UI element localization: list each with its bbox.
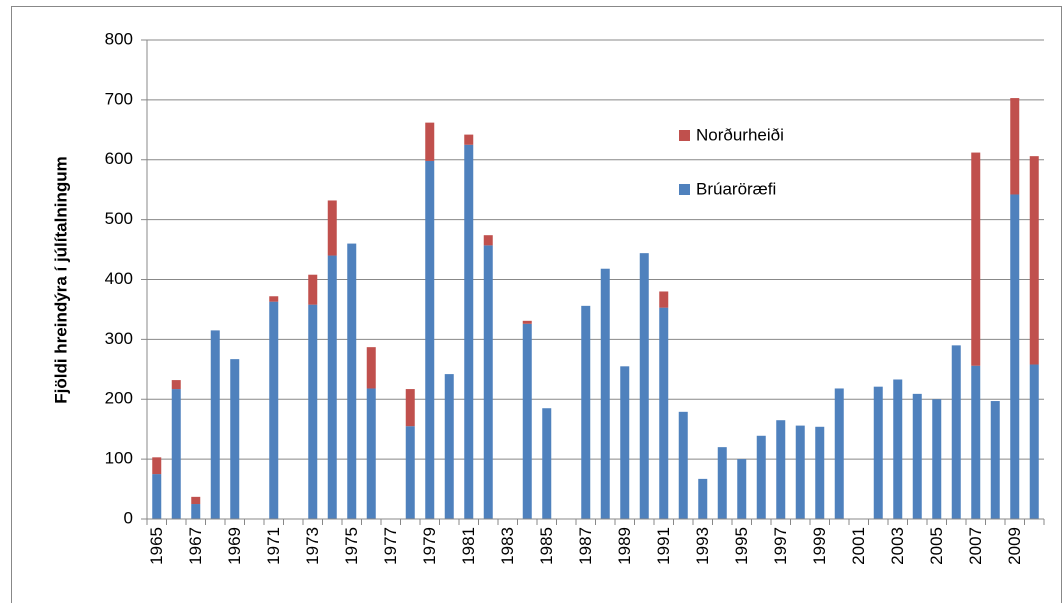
bar-segment: [269, 301, 279, 519]
x-tick-label: 1973: [303, 527, 322, 565]
bar-segment: [698, 478, 708, 519]
bar-segment: [542, 408, 552, 519]
bar-segment: [464, 134, 474, 145]
x-tick-label: 2009: [1005, 527, 1024, 565]
bar-segment: [932, 399, 942, 519]
x-tick-label: 1983: [498, 527, 517, 565]
x-tick-label: 1987: [576, 527, 595, 565]
bar-segment: [327, 255, 337, 520]
x-tick-label: 1993: [693, 527, 712, 565]
legend-swatch: [679, 130, 690, 141]
bar-segment: [1029, 156, 1039, 365]
bar-segment: [600, 268, 610, 519]
x-tick-label: 1969: [225, 527, 244, 565]
bar-segment: [873, 386, 883, 519]
bar-segment: [678, 411, 688, 519]
legend-swatch: [679, 184, 690, 195]
x-tick-label: 1991: [654, 527, 673, 565]
bar-segment: [425, 122, 435, 161]
bar-segment: [210, 330, 220, 519]
y-tick-label: 400: [105, 269, 133, 288]
y-tick-label: 500: [105, 209, 133, 228]
x-tick-label: 2001: [849, 527, 868, 565]
bar-segment: [308, 304, 318, 519]
bar-segment: [464, 144, 474, 519]
x-tick-label: 1971: [264, 527, 283, 565]
bar-segment: [815, 426, 825, 519]
y-tick-label: 200: [105, 389, 133, 408]
x-tick-label: 1977: [381, 527, 400, 565]
bar-segment: [1029, 364, 1039, 519]
bar-segment: [152, 474, 162, 519]
y-tick-label: 700: [105, 89, 133, 108]
x-tick-label: 2005: [927, 527, 946, 565]
bar-segment: [620, 366, 630, 519]
x-tick-label: 1965: [147, 527, 166, 565]
bar-segment: [522, 323, 532, 519]
bar-segment: [795, 425, 805, 519]
bar-segment: [191, 504, 201, 519]
x-tick-label: 1985: [537, 527, 556, 565]
bar-segment: [522, 320, 532, 324]
bar-segment: [366, 347, 376, 389]
chart-border: [11, 6, 1062, 607]
bar-segment: [971, 365, 981, 519]
bar-segment: [756, 435, 766, 519]
y-tick-label: 0: [124, 508, 133, 527]
bar-segment: [230, 359, 240, 519]
bar-segment: [483, 235, 493, 246]
bar-segment: [1010, 194, 1020, 520]
bar-segment: [191, 496, 201, 505]
x-tick-label: 1989: [615, 527, 634, 565]
bar-segment: [405, 389, 415, 427]
bar-segment: [893, 379, 903, 519]
bar-segment: [776, 420, 786, 519]
bar-segment: [951, 345, 961, 519]
bar-segment: [171, 380, 181, 390]
y-tick-label: 100: [105, 449, 133, 468]
bar-segment: [269, 296, 279, 302]
x-tick-label: 2007: [966, 527, 985, 565]
bar-segment: [834, 388, 844, 519]
x-tick-label: 1979: [420, 527, 439, 565]
x-tick-label: 1999: [810, 527, 829, 565]
x-tick-label: 2003: [888, 527, 907, 565]
y-tick-label: 800: [105, 29, 133, 48]
y-tick-label: 600: [105, 149, 133, 168]
bar-segment: [366, 388, 376, 519]
bar-segment: [659, 307, 669, 519]
bar-segment: [483, 245, 493, 519]
legend-label: Brúaröræfi: [696, 179, 776, 198]
x-tick-label: 1997: [771, 527, 790, 565]
bar-segment: [327, 200, 337, 256]
x-tick-label: 1995: [732, 527, 751, 565]
bar-segment: [639, 253, 649, 519]
bar-segment: [444, 374, 454, 519]
bar-segment: [737, 459, 747, 519]
x-tick-label: 1975: [342, 527, 361, 565]
y-tick-label: 300: [105, 329, 133, 348]
bar-segment: [1010, 98, 1020, 195]
bar-segment: [581, 305, 591, 519]
y-axis-label: Fjöldi hreindýra í júlítalningum: [51, 156, 70, 403]
bar-segment: [717, 447, 727, 519]
x-tick-label: 1967: [186, 527, 205, 565]
bar-segment: [659, 291, 669, 308]
x-tick-label: 1981: [459, 527, 478, 565]
bar-segment: [971, 152, 981, 366]
bar-segment: [405, 426, 415, 519]
bar-segment: [152, 457, 162, 475]
bar-segment: [425, 160, 435, 519]
legend-label: Norðurheiði: [696, 125, 784, 144]
bar-segment: [171, 389, 181, 519]
bar-segment: [347, 243, 357, 519]
bar-segment: [308, 274, 318, 305]
bar-segment: [990, 401, 1000, 519]
bar-segment: [912, 393, 922, 519]
